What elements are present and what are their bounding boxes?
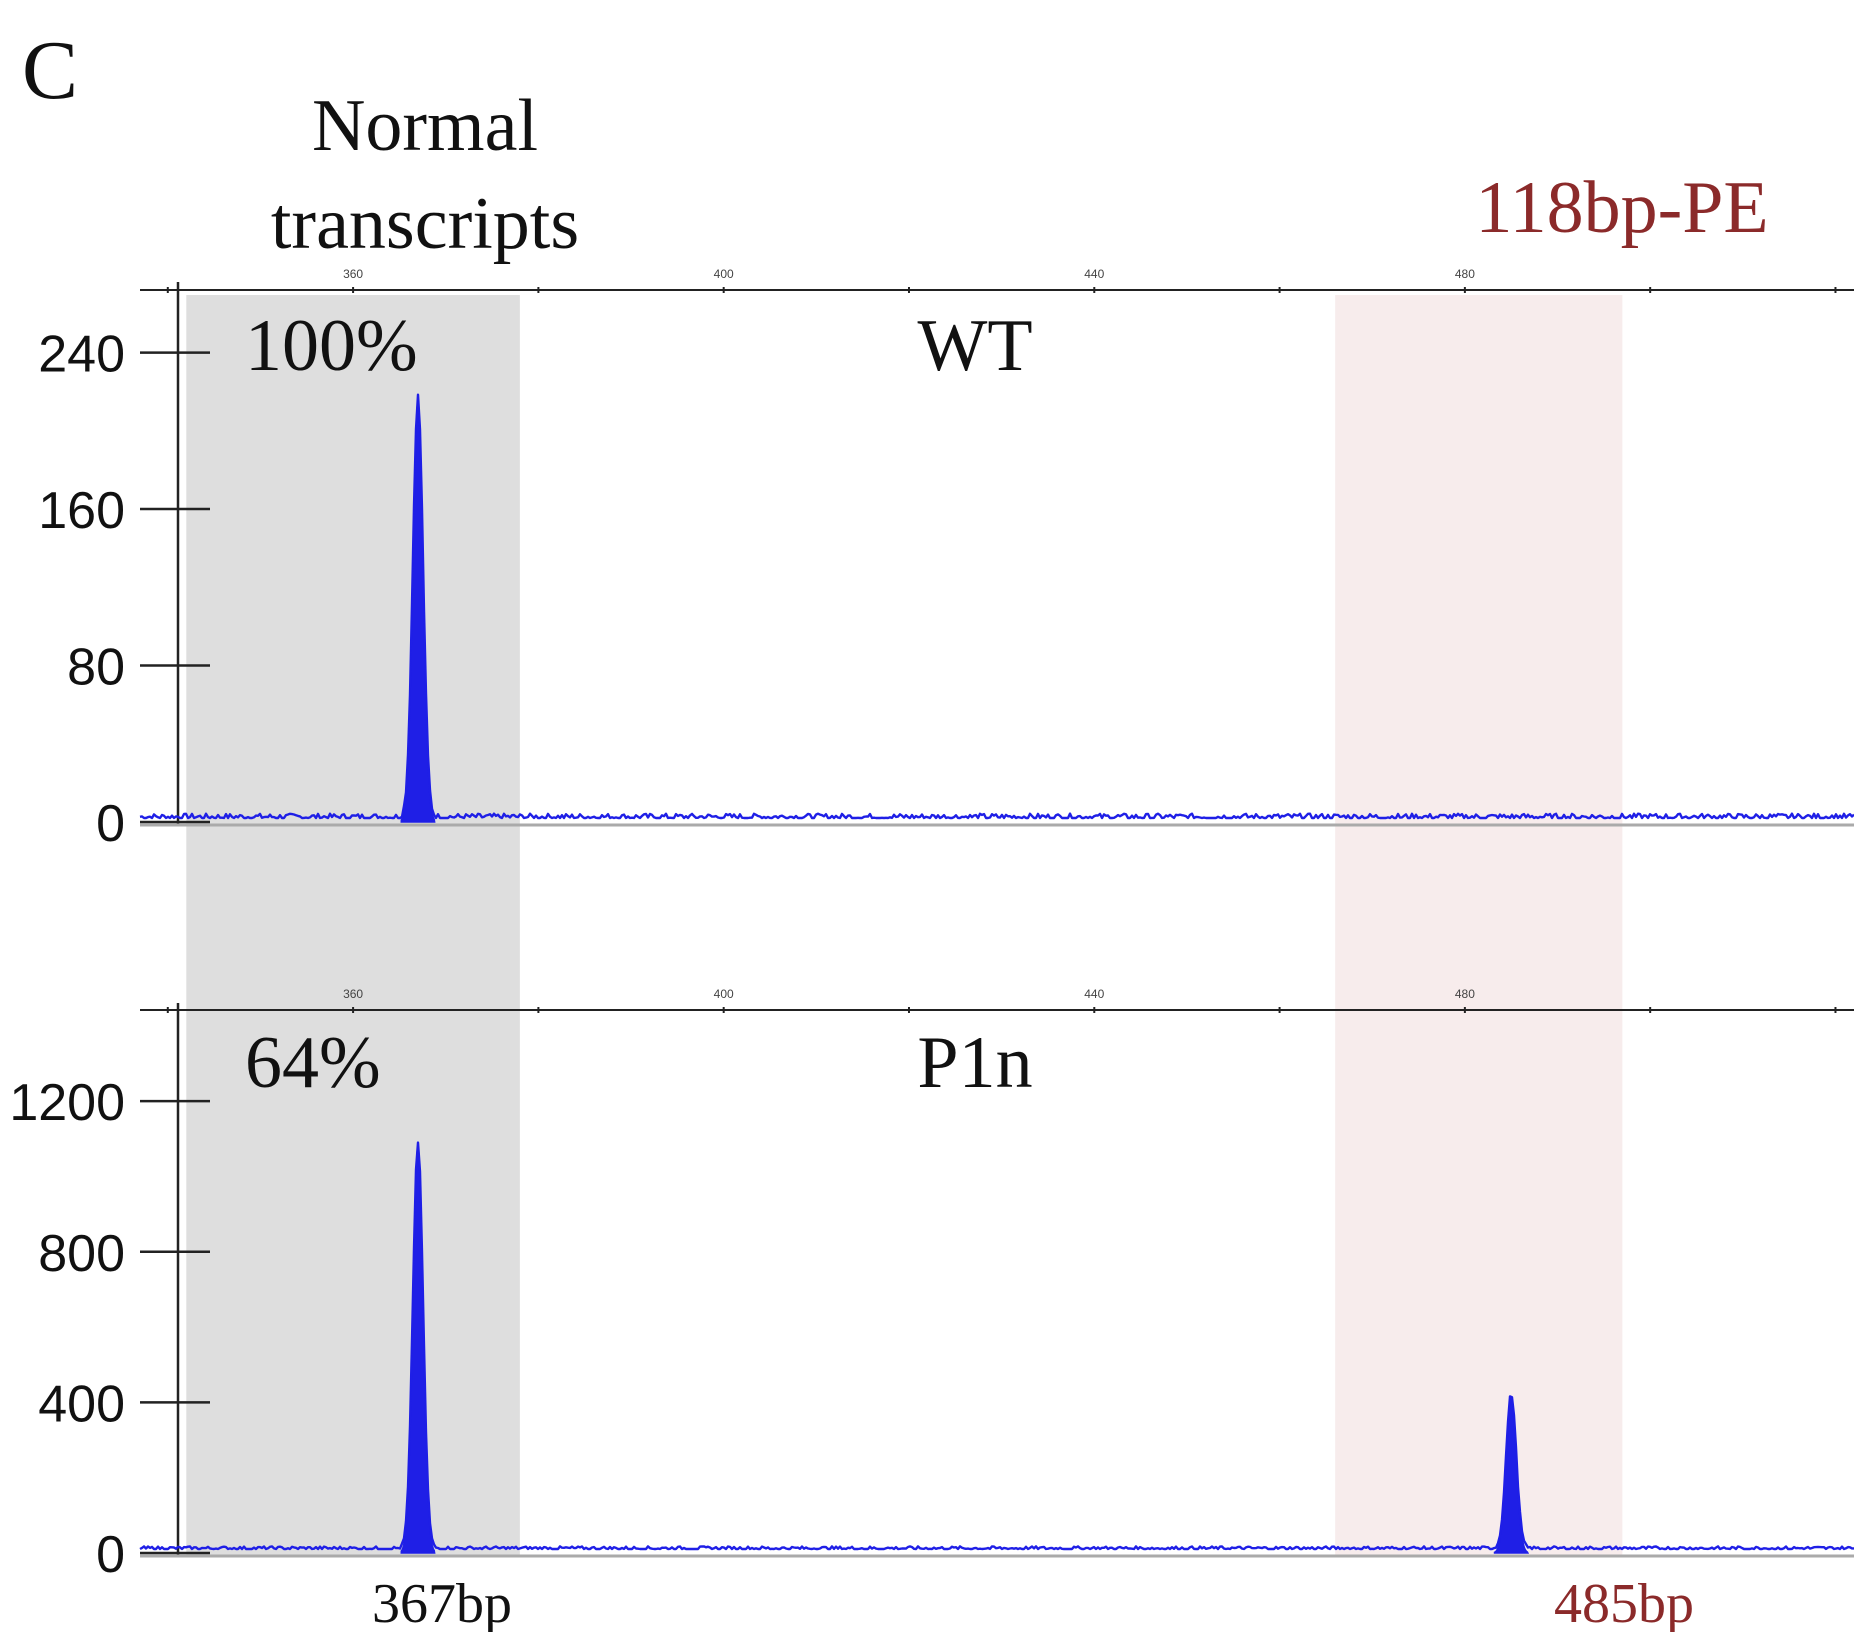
- y-tick-label: 0: [96, 1526, 125, 1584]
- normal-size-label: 367bp: [372, 1573, 512, 1632]
- percent-label: 100%: [245, 305, 418, 387]
- panel-label: C: [22, 24, 78, 117]
- peak-mark: [400, 398, 436, 823]
- peak-mark: [1493, 1397, 1530, 1554]
- y-tick-label: 80: [67, 639, 125, 697]
- y-tick-label: 0: [96, 795, 125, 853]
- y-tick-label: 1200: [9, 1074, 125, 1132]
- peak-mark: [400, 1143, 436, 1554]
- pe-region-label: 118bp-PE: [1475, 167, 1768, 249]
- percent-label: 64%: [245, 1022, 381, 1104]
- y-tick-label: 160: [38, 482, 125, 540]
- normal-transcripts-band: [186, 295, 520, 1555]
- pe-size-label: 485bp: [1554, 1573, 1694, 1632]
- ruler-tick-label: 480: [1455, 987, 1475, 1001]
- normal-region-label-line2: transcripts: [271, 183, 579, 265]
- y-tick-label: 240: [38, 326, 125, 384]
- y-tick-label: 800: [38, 1225, 125, 1283]
- y-tick-label: 400: [38, 1375, 125, 1433]
- ruler-tick-label: 360: [343, 987, 363, 1001]
- pe-band: [1335, 295, 1623, 1555]
- ruler-tick-label: 400: [714, 267, 734, 281]
- wt-panel: 360 400 440 480 0 80 160 240 100% WT: [38, 267, 1854, 853]
- p1n-panel: 360 400 440 480 0 400 800 1200 64% P1n: [9, 987, 1854, 1584]
- ruler-tick-label: 440: [1084, 987, 1104, 1001]
- normal-region-label-line1: Normal: [312, 85, 538, 167]
- ruler-tick-label: 440: [1084, 267, 1104, 281]
- sample-label: P1n: [917, 1022, 1032, 1104]
- sample-label: WT: [917, 305, 1032, 387]
- ruler-tick-label: 400: [714, 987, 734, 1001]
- ruler-tick-label: 360: [343, 267, 363, 281]
- ruler-tick-label: 480: [1455, 267, 1475, 281]
